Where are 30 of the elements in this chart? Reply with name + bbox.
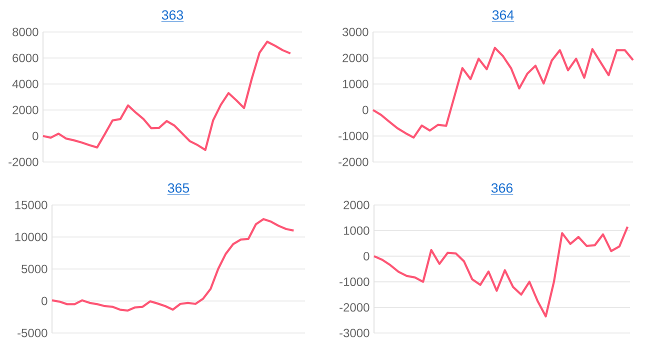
y-tick-label: 6000 — [12, 54, 38, 62]
y-tick-label: -1000 — [338, 132, 368, 140]
y-tick-label: -5000 — [18, 328, 48, 338]
y-tick-label: 5000 — [22, 264, 48, 274]
y-tick-label: -2000 — [338, 158, 368, 166]
y-tick-label: 1000 — [342, 80, 368, 88]
y-tick-label: -3000 — [340, 328, 370, 338]
line-series — [50, 218, 295, 312]
y-tick-label: 15000 — [15, 200, 48, 210]
y-tick-label: -2000 — [8, 158, 38, 166]
y-tick-label: 0 — [42, 296, 48, 306]
y-tick-label: 0 — [32, 132, 38, 140]
y-tick-label: 8000 — [12, 28, 38, 36]
y-tick-label: 3000 — [342, 28, 368, 36]
y-tick-label: 4000 — [12, 80, 38, 88]
line-series — [372, 226, 629, 318]
line-series — [372, 46, 634, 139]
y-tick-label: -2000 — [340, 303, 370, 312]
y-tick-label: 2000 — [12, 106, 38, 114]
y-tick-label: -1000 — [340, 278, 370, 286]
y-tick-label: 10000 — [15, 232, 48, 242]
y-tick-label: 0 — [362, 106, 368, 114]
y-tick-label: 1000 — [344, 226, 370, 235]
chart-title: 363 — [162, 10, 184, 20]
y-tick-label: 0 — [364, 252, 370, 260]
chart-title: 366 — [491, 183, 513, 193]
chart-title: 365 — [168, 183, 190, 193]
y-tick-label: 2000 — [344, 200, 370, 210]
chart-title: 364 — [492, 10, 514, 20]
y-tick-label: 2000 — [342, 54, 368, 62]
